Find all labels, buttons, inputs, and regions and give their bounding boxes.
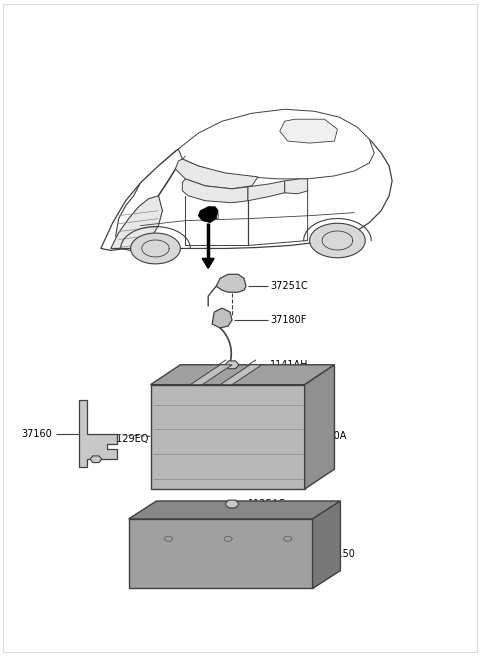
Polygon shape <box>151 384 305 489</box>
Polygon shape <box>225 500 239 508</box>
Polygon shape <box>175 159 258 189</box>
Text: 1125AC: 1125AC <box>248 499 286 509</box>
Text: 37251C: 37251C <box>270 281 308 291</box>
Text: 37160: 37160 <box>21 430 52 440</box>
Polygon shape <box>182 179 248 203</box>
Text: 37110A: 37110A <box>310 432 347 441</box>
Polygon shape <box>310 223 365 258</box>
Polygon shape <box>216 274 246 292</box>
Polygon shape <box>202 258 214 268</box>
Polygon shape <box>220 365 262 384</box>
Polygon shape <box>175 110 374 179</box>
Polygon shape <box>285 179 308 194</box>
Text: 37180F: 37180F <box>270 315 306 325</box>
Polygon shape <box>111 195 162 249</box>
Polygon shape <box>248 181 285 201</box>
Text: 37150: 37150 <box>324 548 355 559</box>
Text: 1141AH: 1141AH <box>270 359 308 370</box>
Polygon shape <box>312 501 340 588</box>
Polygon shape <box>90 456 102 462</box>
Polygon shape <box>280 119 337 143</box>
Polygon shape <box>225 361 239 369</box>
Polygon shape <box>79 400 117 467</box>
Polygon shape <box>198 207 218 222</box>
Polygon shape <box>129 501 340 519</box>
Polygon shape <box>151 365 335 384</box>
Polygon shape <box>131 233 180 264</box>
Polygon shape <box>101 117 392 251</box>
Polygon shape <box>129 519 312 588</box>
Polygon shape <box>305 365 335 489</box>
Polygon shape <box>212 308 232 328</box>
Text: 1129EQ: 1129EQ <box>111 434 149 444</box>
Polygon shape <box>116 149 182 251</box>
Polygon shape <box>190 365 232 384</box>
